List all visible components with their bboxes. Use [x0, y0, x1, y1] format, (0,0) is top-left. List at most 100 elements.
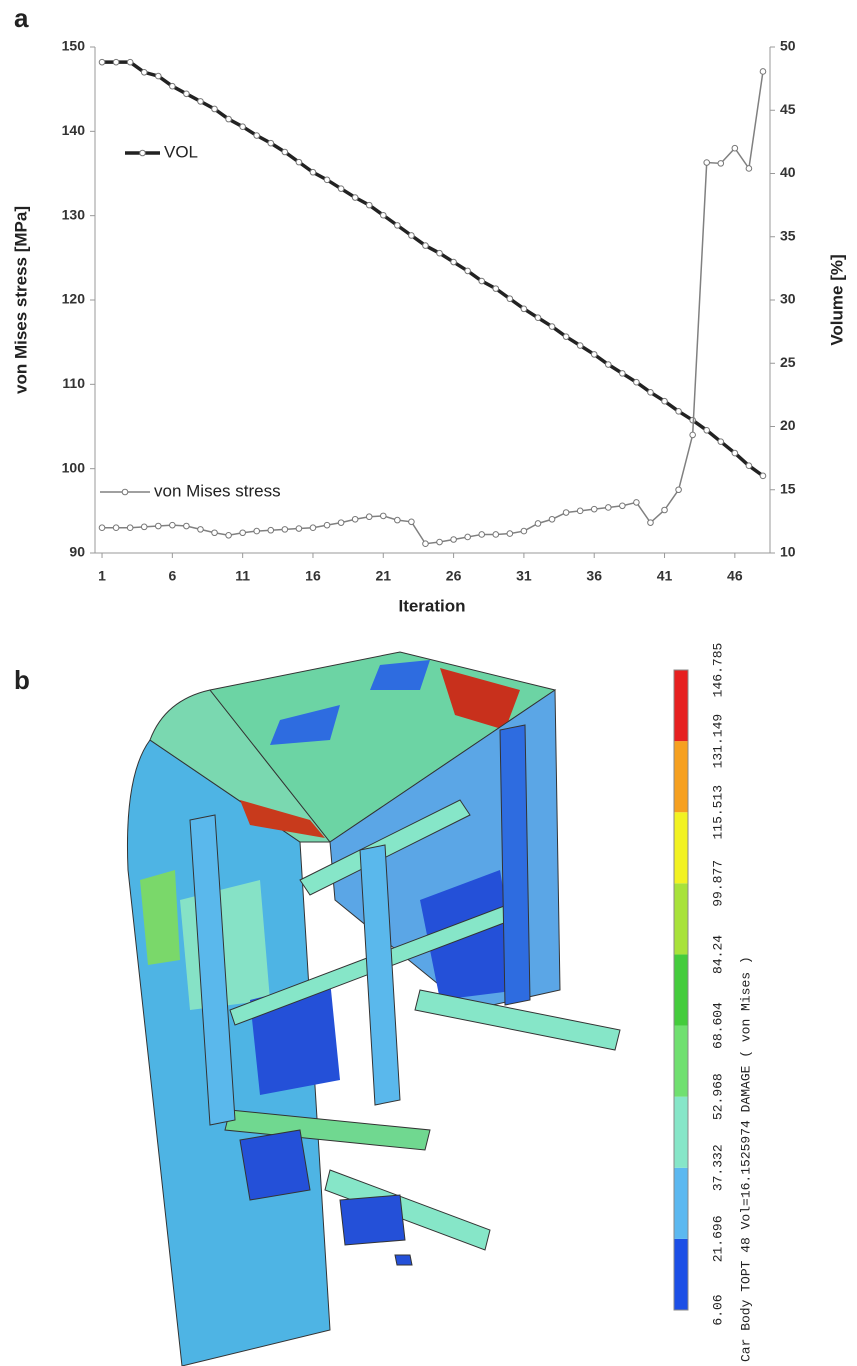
- legend-marker: [139, 149, 146, 157]
- x-tick-label: 6: [168, 568, 176, 584]
- patch: [140, 870, 180, 965]
- point: [408, 232, 415, 239]
- color-legend: 6.06 21.696 37.332 52.968 68.604 84.24 99.877 1…: [673, 643, 753, 1362]
- point: [604, 504, 612, 511]
- point: [351, 194, 359, 201]
- panel-label: a: [14, 3, 29, 33]
- point: [689, 431, 696, 439]
- point: [365, 201, 373, 209]
- y-tick-label: 120: [62, 291, 86, 307]
- level-label: 52.968: [710, 1073, 725, 1120]
- point: [576, 342, 584, 349]
- point: [576, 507, 584, 515]
- point: [379, 211, 387, 219]
- y2-axis-title: Volume [%]: [827, 254, 846, 345]
- point: [394, 516, 401, 524]
- point: [365, 513, 373, 521]
- legend-caption: Car Body TOPT 48 Vol=16.1525974 DAMAGE (…: [738, 956, 753, 1362]
- point: [169, 82, 176, 90]
- point: [295, 158, 303, 166]
- level-label: 21.696: [710, 1215, 725, 1262]
- series-line: [102, 71, 764, 545]
- level-label: 84.24: [710, 935, 725, 974]
- point: [675, 486, 682, 494]
- point: [337, 519, 345, 526]
- x-tick-label: 11: [235, 568, 250, 584]
- y2-tick-label: 15: [780, 480, 796, 496]
- point: [323, 176, 331, 184]
- point: [562, 509, 570, 516]
- block: [394, 1254, 413, 1266]
- y-axis-title: von Mises stress [MPa]: [11, 206, 30, 394]
- y-tick-label: 110: [62, 375, 85, 391]
- point: [436, 538, 443, 546]
- x-tick-label: 21: [375, 568, 391, 584]
- point: [619, 502, 626, 510]
- x-tick-label: 41: [657, 568, 673, 584]
- point: [562, 333, 570, 340]
- patch: [440, 668, 520, 730]
- y2-tick-label: 20: [780, 417, 796, 433]
- point: [379, 512, 387, 520]
- point: [98, 524, 106, 532]
- point: [604, 361, 612, 368]
- point: [197, 98, 204, 105]
- point: [450, 536, 457, 543]
- point: [112, 524, 120, 532]
- level-label: 68.604: [710, 1002, 725, 1049]
- block: [339, 1194, 406, 1246]
- panel-label: b: [14, 665, 30, 695]
- point: [590, 351, 598, 358]
- point: [731, 144, 739, 152]
- color-band: [674, 741, 688, 813]
- point: [140, 69, 148, 76]
- point: [422, 540, 429, 548]
- level-label: 99.877: [710, 860, 725, 907]
- y2-tick-label: 50: [780, 38, 796, 54]
- level-label: 115.513: [710, 785, 725, 840]
- point: [183, 90, 190, 98]
- x-tick-label: 26: [446, 568, 462, 584]
- color-band: [674, 812, 688, 884]
- point: [309, 524, 317, 532]
- y2-tick-label: 30: [780, 291, 796, 307]
- point: [169, 521, 176, 529]
- level-label: 146.785: [710, 643, 725, 698]
- legend-marker: [121, 488, 129, 496]
- beam: [224, 1109, 431, 1151]
- point: [281, 148, 289, 156]
- point: [295, 525, 303, 532]
- point: [534, 314, 542, 322]
- point: [647, 519, 654, 526]
- point: [309, 168, 317, 176]
- point: [548, 515, 556, 523]
- point: [548, 323, 556, 330]
- block: [239, 1129, 311, 1201]
- point: [633, 378, 640, 386]
- color-band: [674, 1025, 688, 1097]
- x-axis-title: Iteration: [398, 596, 465, 615]
- point: [337, 185, 345, 192]
- fe-model: [127, 651, 621, 1366]
- level-label: 6.06: [710, 1294, 725, 1325]
- point: [140, 523, 148, 531]
- y-tick-label: 140: [62, 122, 86, 138]
- point: [126, 524, 134, 532]
- point: [98, 58, 106, 66]
- y2-tick-label: 10: [780, 544, 796, 560]
- point: [436, 249, 443, 257]
- series-line: [102, 60, 764, 478]
- y2-tick-label: 35: [780, 227, 796, 243]
- point: [731, 449, 739, 457]
- point: [267, 139, 275, 147]
- y-tick-label: 150: [62, 38, 86, 54]
- point: [745, 462, 753, 470]
- point: [464, 267, 471, 275]
- point: [211, 529, 218, 537]
- point: [154, 522, 162, 530]
- color-band: [674, 883, 688, 955]
- beam: [324, 1169, 491, 1251]
- point: [197, 526, 204, 533]
- point: [703, 159, 711, 166]
